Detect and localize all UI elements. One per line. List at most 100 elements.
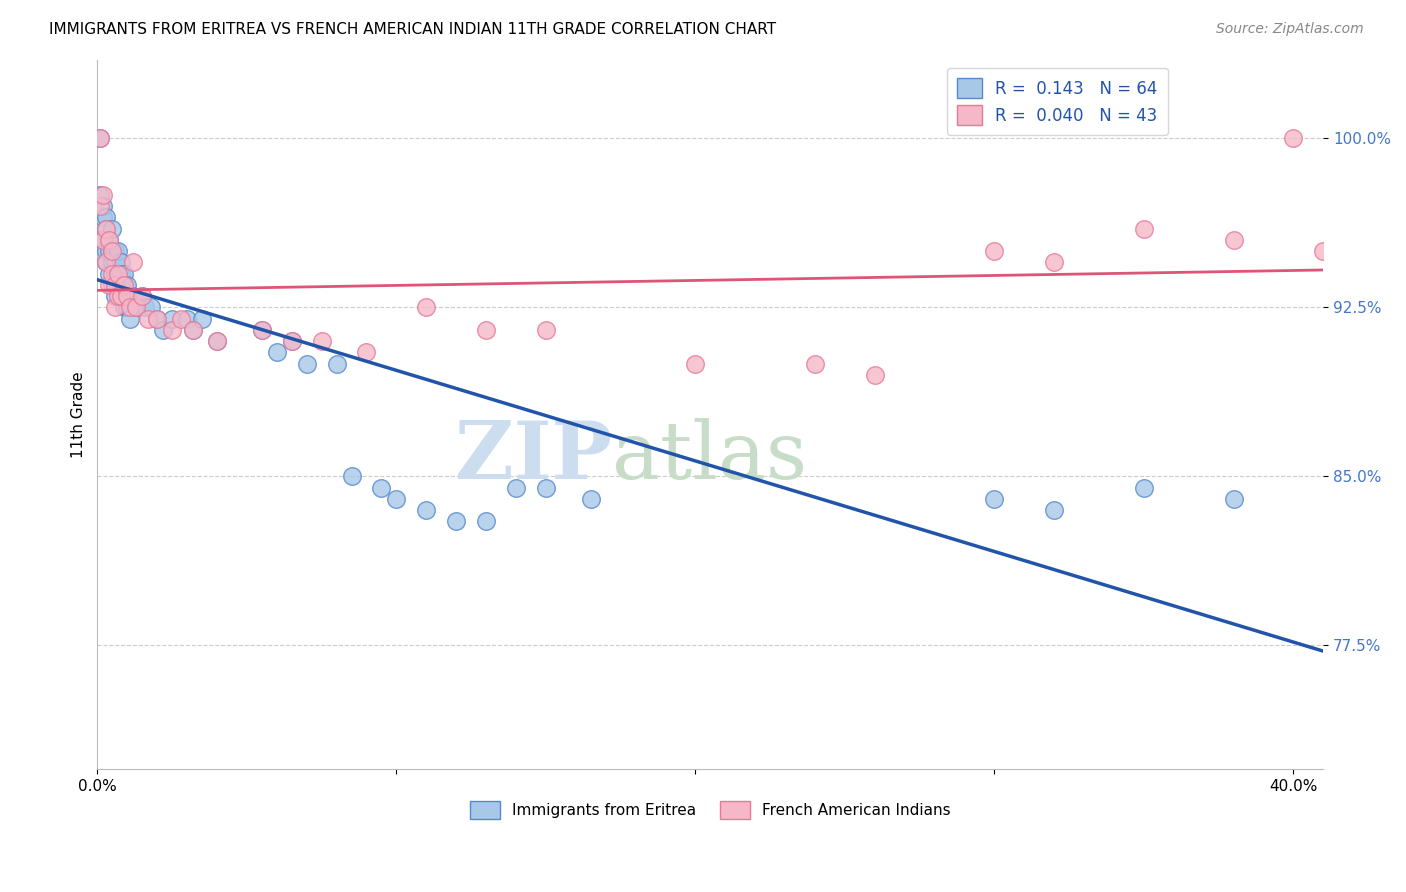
Point [1133,221,1156,235]
Point [122,289,145,303]
Point [101,277,124,292]
Point [579,491,602,506]
Point [104,277,127,292]
Point [96,255,118,269]
Point [91,199,114,213]
Point [146,311,169,326]
Point [280,334,302,349]
Point [98,277,121,292]
Point [170,311,193,326]
Point [98,244,121,259]
Point [370,481,392,495]
Point [983,244,1005,259]
Point [110,277,132,292]
Point [104,301,127,315]
Point [475,323,498,337]
Point [112,277,135,292]
Point [1222,233,1244,247]
Point [120,301,142,315]
Point [117,277,139,292]
Point [89,187,111,202]
Point [104,244,127,259]
Point [385,491,408,506]
Point [415,503,437,517]
Point [311,334,333,349]
Point [205,334,228,349]
Point [98,233,121,247]
Text: atlas: atlas [612,418,807,496]
Point [250,323,273,337]
Point [104,277,127,292]
Point [152,323,174,337]
Point [295,357,318,371]
Point [101,244,124,259]
Point [96,211,118,225]
Point [125,301,148,315]
Point [356,345,378,359]
Point [107,267,129,281]
Point [101,244,124,259]
Point [104,255,127,269]
Point [136,311,159,326]
Point [104,289,127,303]
Point [112,301,135,315]
Point [160,323,183,337]
Point [104,267,127,281]
Point [91,233,114,247]
Point [110,255,132,269]
Point [685,357,707,371]
Point [89,199,111,213]
Point [117,301,139,315]
Point [96,255,118,269]
Point [340,469,363,483]
Point [98,233,121,247]
Point [117,289,139,303]
Point [804,357,827,371]
Point [122,255,145,269]
Point [98,267,121,281]
Point [120,289,142,303]
Point [1043,255,1066,269]
Point [863,368,886,382]
Point [1133,481,1156,495]
Point [134,301,156,315]
Point [250,323,273,337]
Point [120,311,142,326]
Point [176,311,198,326]
Point [1222,491,1244,506]
Point [107,267,129,281]
Point [96,244,118,259]
Point [415,301,437,315]
Point [131,289,153,303]
Text: Source: ZipAtlas.com: Source: ZipAtlas.com [1216,22,1364,37]
Point [107,244,129,259]
Point [89,131,111,145]
Point [101,267,124,281]
Point [125,301,148,315]
Legend: Immigrants from Eritrea, French American Indians: Immigrants from Eritrea, French American… [464,795,957,825]
Point [96,221,118,235]
Point [107,289,129,303]
Point [112,277,135,292]
Point [146,311,169,326]
Point [191,311,214,326]
Point [534,481,557,495]
Point [983,491,1005,506]
Point [91,211,114,225]
Point [141,301,163,315]
Point [110,289,132,303]
Point [107,277,129,292]
Point [475,515,498,529]
Point [101,255,124,269]
Point [325,357,347,371]
Point [160,311,183,326]
Point [1043,503,1066,517]
Point [1282,131,1305,145]
Point [181,323,204,337]
Point [266,345,288,359]
Point [534,323,557,337]
Point [96,221,118,235]
Point [1312,244,1334,259]
Point [89,131,111,145]
Point [91,187,114,202]
